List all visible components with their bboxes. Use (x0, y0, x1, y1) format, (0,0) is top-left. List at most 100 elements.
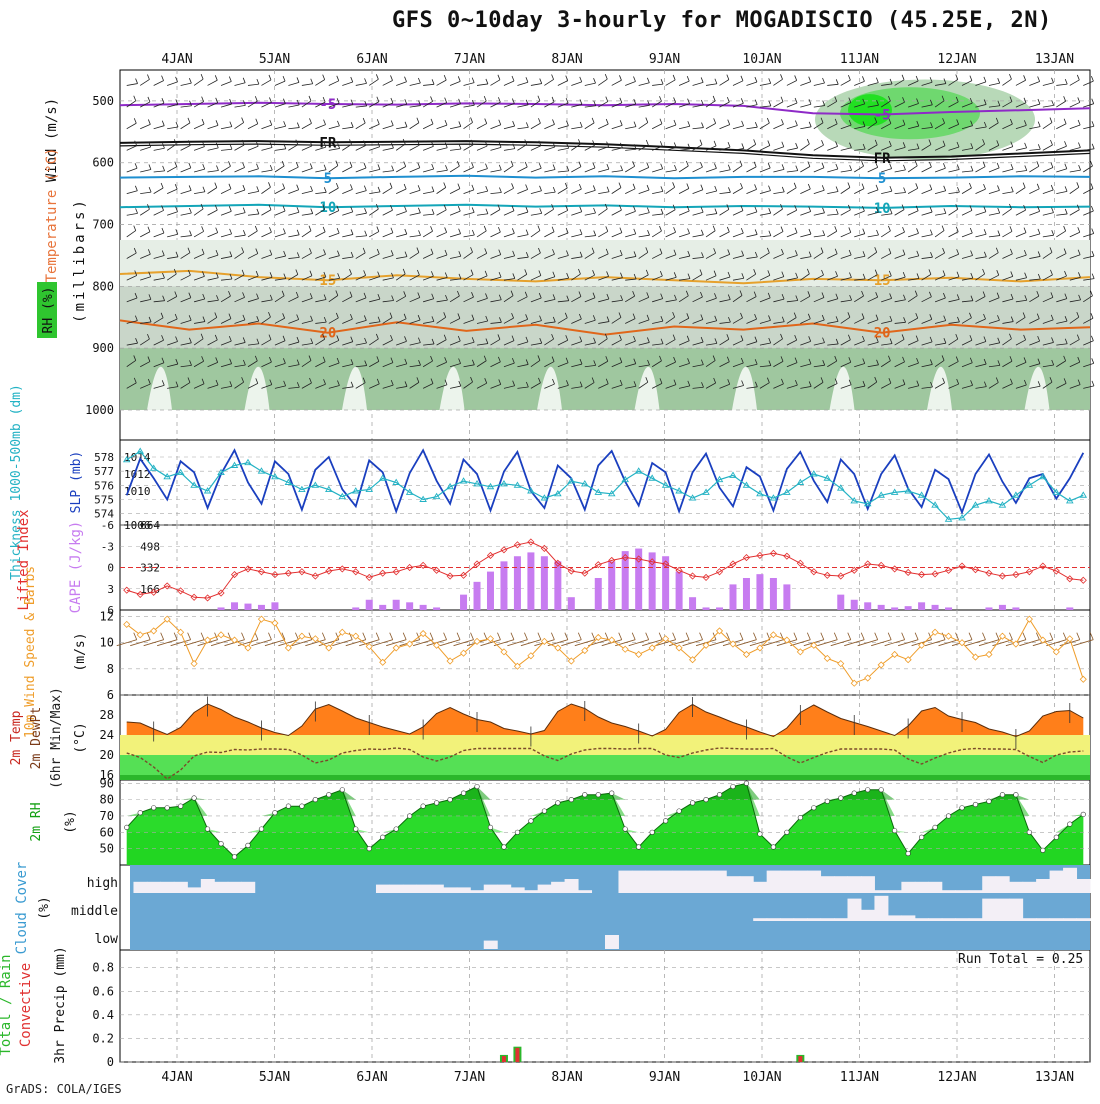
wind-barb (247, 190, 259, 195)
wind-barb (490, 79, 501, 86)
wind-barb-flag (888, 225, 891, 232)
wind-barb (1083, 340, 1094, 346)
cloud-cell-high (578, 890, 593, 893)
wind-barb (571, 318, 582, 324)
thickness-point (486, 482, 495, 490)
wind-barb-flag (579, 206, 583, 212)
thickness-point (136, 447, 145, 454)
wind-barb-flag (403, 183, 407, 190)
wind-barb-flag (187, 117, 191, 124)
lifted-index-point (621, 554, 629, 562)
thickness-axis-label: Thickness 1000-500mb (dm) (9, 384, 24, 580)
wind-barb-flag (1010, 248, 1013, 255)
wind-barb (463, 381, 473, 389)
wind-barb-flag (714, 293, 717, 299)
wind-speed-point (904, 656, 912, 664)
wind-barb-flag (955, 356, 959, 362)
wind-barb (530, 230, 541, 238)
wind-barb (220, 340, 232, 346)
wind-barb (544, 338, 554, 346)
wind-barb (840, 187, 851, 194)
cloud-cell-high (470, 890, 485, 893)
lifted-index-point (635, 555, 643, 563)
wind-barb (409, 274, 420, 281)
rh-point (784, 829, 790, 835)
wind-barb-flag (619, 379, 623, 386)
wind-barb (1069, 231, 1080, 238)
wind-barb-flag (1050, 269, 1053, 275)
rh-point (420, 803, 426, 809)
wind-barb (894, 254, 906, 259)
wind-barb-flag (861, 161, 864, 167)
wind-barb (867, 251, 877, 259)
slp-tick-label: 1006 (124, 519, 151, 532)
wind-barb-flag (404, 99, 408, 105)
wind-barb (1029, 233, 1041, 238)
wind-barb (369, 146, 380, 151)
wind-speed-point (877, 661, 885, 669)
thickness-point (1025, 481, 1034, 488)
wind-barb-flag (916, 250, 920, 257)
wind-barb (948, 276, 960, 281)
wind-barb-flag (645, 117, 649, 123)
wind-barb-flag (350, 229, 354, 235)
wind-barb-flag (673, 249, 677, 255)
thickness-point (648, 474, 656, 481)
cape-bar (891, 607, 899, 610)
wind-barb-flag (538, 292, 542, 299)
thickness-point (365, 485, 374, 493)
wind-barb (625, 256, 637, 259)
wind10-barb-flag (254, 632, 259, 640)
wind-barb (759, 190, 771, 195)
wind-barb (153, 147, 165, 151)
wind-barb (867, 274, 878, 281)
wind-barb (921, 296, 932, 303)
wind-barb (449, 363, 461, 368)
wind-barb (355, 382, 366, 389)
wind-barb (1029, 188, 1040, 194)
precip-total-label: Total / Rain (0, 954, 14, 1055)
wind-barb-flag (1037, 251, 1041, 257)
wind-barb-flag (147, 333, 150, 340)
wind-barb-flag (431, 271, 434, 277)
rh-legend-swatch (37, 282, 57, 338)
rh-point (178, 803, 184, 809)
wind-barb (638, 274, 649, 281)
wind-barb-flag (754, 314, 757, 320)
wind-barb (773, 298, 785, 303)
wind-speed-point (769, 631, 777, 639)
wind-barb (773, 383, 784, 389)
wind-barb (557, 300, 569, 303)
wind-barb-flag (982, 139, 985, 145)
temp-contour-5 (119, 319, 1091, 336)
wind-barb (490, 299, 502, 303)
wind-barb-flag (377, 186, 381, 193)
wind-barb (665, 384, 677, 389)
wind-barb (786, 170, 798, 173)
wind-barb-flag (916, 380, 920, 386)
wind-barb (517, 341, 529, 346)
wind-barb (261, 169, 273, 173)
wind-barb (288, 144, 299, 151)
wind-barb-flag (524, 139, 528, 145)
rh-band (126, 783, 1084, 800)
wind-speed-point (1012, 640, 1020, 648)
wind-barb (746, 318, 757, 324)
wind-barb-flag (714, 185, 718, 192)
wind-barb (961, 210, 973, 216)
wind-barb-flag (309, 163, 313, 169)
wind-speed-point (473, 637, 481, 645)
cloud-cell-high (214, 881, 229, 893)
wind-barb-flag (390, 227, 394, 233)
wind-barb (934, 382, 945, 389)
wind-barb (598, 231, 608, 238)
wind-barb-flag (350, 251, 354, 258)
wind10-barb (965, 639, 986, 647)
wind-barb-flag (134, 315, 138, 321)
wind-barb-flag (848, 97, 852, 103)
wind-barb (126, 145, 137, 151)
wind-barb-flag (148, 141, 152, 148)
wind-barb (584, 105, 596, 108)
wind10-barb (749, 639, 771, 647)
precip-tick-label: 0 (107, 1055, 114, 1069)
